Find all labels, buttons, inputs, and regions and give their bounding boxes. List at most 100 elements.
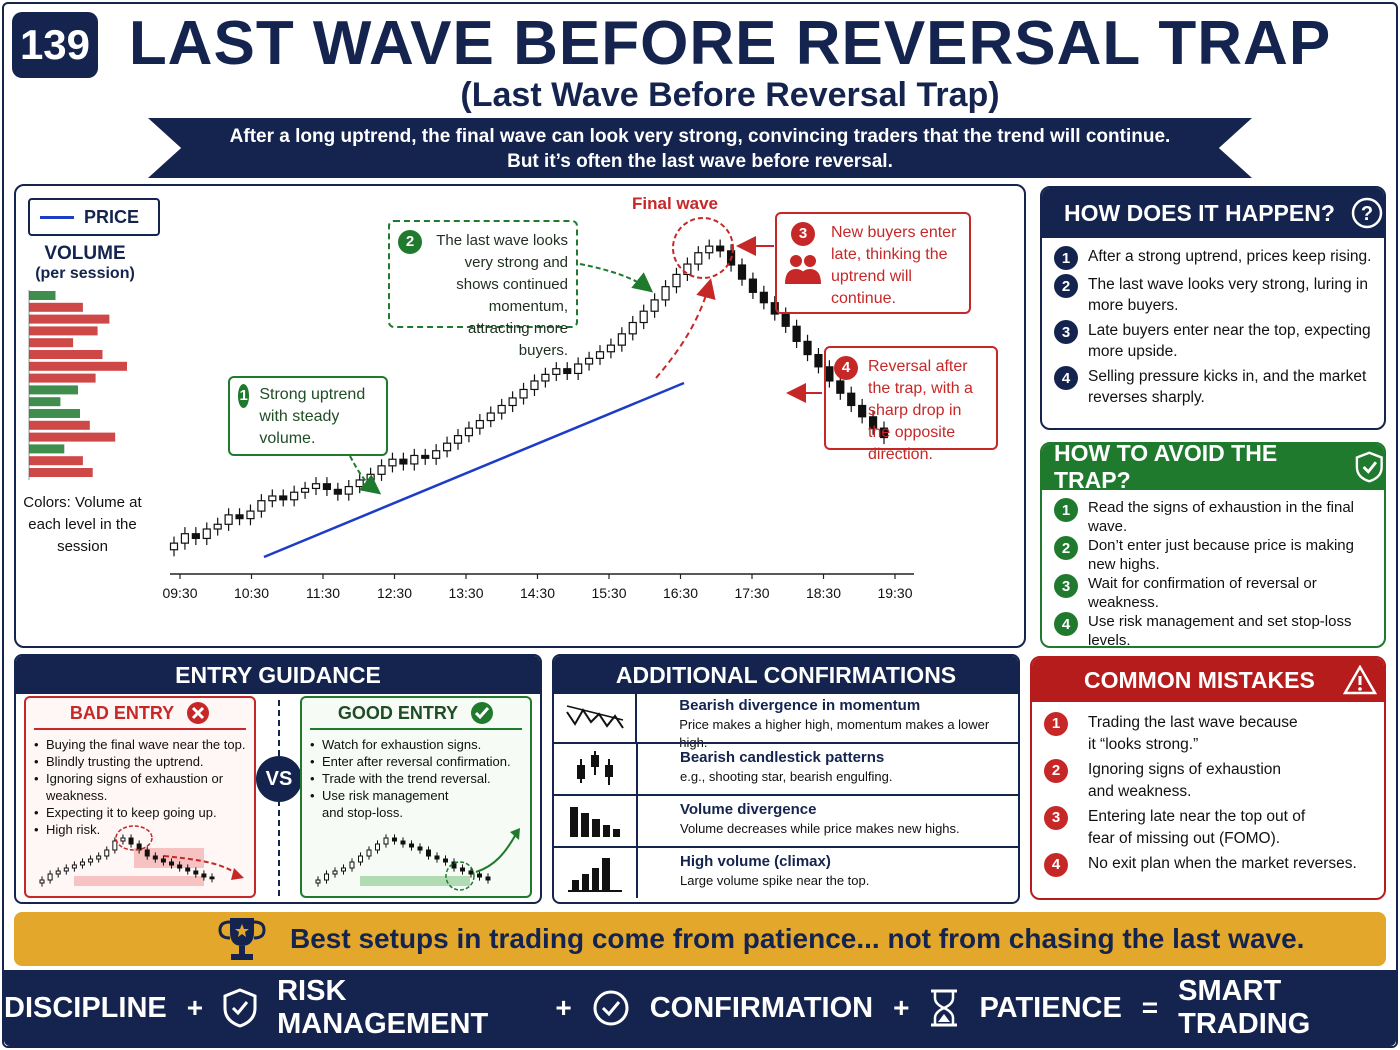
- x-tick-label: 09:30: [162, 585, 197, 601]
- footer-plus: +: [186, 992, 204, 1023]
- candle: [541, 367, 550, 388]
- mini-candle: [409, 840, 414, 851]
- footer-smart-trading: SMART TRADING: [1178, 975, 1311, 1040]
- candle: [661, 280, 670, 307]
- candle: [650, 293, 659, 318]
- good-entry-title: GOOD ENTRY: [337, 702, 459, 723]
- mini-candle: [417, 843, 423, 854]
- volume-bar: [29, 409, 80, 418]
- warning-icon: [1342, 665, 1377, 695]
- avoid-item: 3 Wait for confirmation of reversal or we…: [1054, 574, 1374, 612]
- up-arrow: [475, 833, 517, 873]
- how-panel: HOW DOES IT HAPPEN? ? 1 After a strong up…: [1040, 186, 1386, 430]
- avoid-header: HOW TO AVOID THE TRAP?: [1042, 444, 1384, 493]
- bad-entry-title: BAD ENTRY: [69, 702, 175, 723]
- volume-profile: [28, 290, 127, 480]
- mistake-item: 1 Trading the last wave because it “looks…: [1044, 712, 1374, 756]
- candle: [464, 421, 474, 443]
- mistakes-list: 1 Trading the last wave because it “looks…: [1032, 702, 1384, 877]
- volume-climax-icon: [568, 858, 622, 892]
- confirmation-row: Volume divergence Volume decreases while …: [554, 794, 1018, 846]
- good-entry-item: Enter after reversal confirmation.: [310, 753, 524, 770]
- x-tick-label: 12:30: [377, 585, 412, 601]
- candle: [311, 477, 321, 496]
- mini-candle: [332, 867, 338, 878]
- candle: [803, 334, 812, 362]
- candle: [377, 459, 386, 481]
- mini-candle: [358, 852, 363, 866]
- candle: [694, 246, 703, 271]
- x-tick-label: 11:30: [306, 585, 340, 601]
- mini-candle: [434, 852, 440, 863]
- candle: [759, 285, 768, 310]
- mini-candle: [324, 870, 329, 884]
- callout-2: 2 The last wave looks very strong and sh…: [388, 220, 578, 359]
- x-tick-label: 14:30: [520, 585, 555, 601]
- candle: [246, 504, 255, 526]
- bad-entry-box: BAD ENTRY Buying the final wave near the…: [24, 696, 256, 898]
- avoid-item: 2 Don’t enter just because price is makin…: [1054, 536, 1374, 574]
- x-tick-label: 10:30: [234, 585, 269, 601]
- confirmation-row: Bearish divergence in momentum Price make…: [554, 690, 1018, 750]
- mini-candle: [315, 876, 321, 887]
- candle: [235, 508, 244, 526]
- entry-title: ENTRY GUIDANCE: [16, 656, 540, 694]
- candle: [432, 444, 441, 465]
- mini-candle: [477, 870, 482, 881]
- mini-candle: [71, 861, 77, 872]
- check-circle-icon: [471, 702, 494, 724]
- candle: [191, 527, 200, 546]
- banner-line-2: But it’s often the last wave before reve…: [507, 151, 893, 172]
- footer-plus: +: [893, 992, 910, 1023]
- candle: [847, 386, 856, 413]
- candle: [388, 452, 397, 473]
- divergence-icon: [565, 705, 624, 729]
- candle: [169, 536, 179, 557]
- candle: [333, 482, 342, 501]
- confirmation-desc: Price makes a higher high, momentum make…: [679, 717, 990, 750]
- mini-candle: [79, 858, 85, 869]
- volume-bar: [29, 385, 78, 395]
- candle: [322, 477, 332, 496]
- vs-badge: VS: [256, 756, 302, 802]
- avoid-item: 1 Read the signs of exhaustion in the fin…: [1054, 498, 1374, 536]
- mini-candle: [468, 867, 474, 878]
- candle: [508, 391, 517, 413]
- how-header: HOW DOES IT HAPPEN? ?: [1042, 188, 1384, 238]
- avoid-panel: HOW TO AVOID THE TRAP? 1 Read the signs o…: [1040, 442, 1386, 648]
- candle: [224, 508, 233, 531]
- how-item: 1 After a strong uptrend, prices keep ris…: [1054, 246, 1374, 270]
- candle: [257, 494, 266, 518]
- question-icon: ?: [1351, 197, 1383, 229]
- how-title: HOW DOES IT HAPPEN?: [1064, 199, 1335, 226]
- candle: [716, 239, 725, 258]
- colors-note: Colors: Volume at each level in the sess…: [23, 494, 142, 555]
- volume-bar: [29, 350, 103, 359]
- candle: [213, 517, 222, 536]
- footer-patience: PATIENCE: [979, 991, 1122, 1024]
- candle: [748, 272, 758, 299]
- page-subtitle: (Last Wave Before Reversal Trap): [460, 76, 1000, 114]
- arrow-final-wave: [655, 278, 716, 379]
- candle: [453, 429, 463, 450]
- mini-candle: [120, 834, 126, 845]
- entry-panel: ENTRY GUIDANCE: [14, 654, 542, 904]
- mini-candle: [112, 837, 118, 854]
- mistakes-header: COMMON MISTAKES: [1032, 658, 1384, 702]
- shield-check-icon: [223, 988, 257, 1028]
- candle: [781, 307, 790, 333]
- mini-candle: [201, 870, 207, 881]
- candle: [486, 406, 495, 428]
- bad-entry-header: BAD ENTRY: [34, 698, 246, 730]
- svg-text:?: ?: [1361, 203, 1373, 225]
- good-entry-item: Use risk management and stop-loss.: [310, 787, 470, 821]
- avoid-list: 1 Read the signs of exhaustion in the fin…: [1042, 490, 1384, 646]
- mini-candle: [392, 834, 397, 845]
- candle: [672, 267, 681, 294]
- x-tick-label: 15:30: [591, 585, 626, 601]
- volume-title: VOLUME (per session): [20, 244, 150, 284]
- mini-candle: [485, 873, 491, 884]
- volume-bar: [29, 456, 83, 466]
- mini-candle: [152, 852, 158, 863]
